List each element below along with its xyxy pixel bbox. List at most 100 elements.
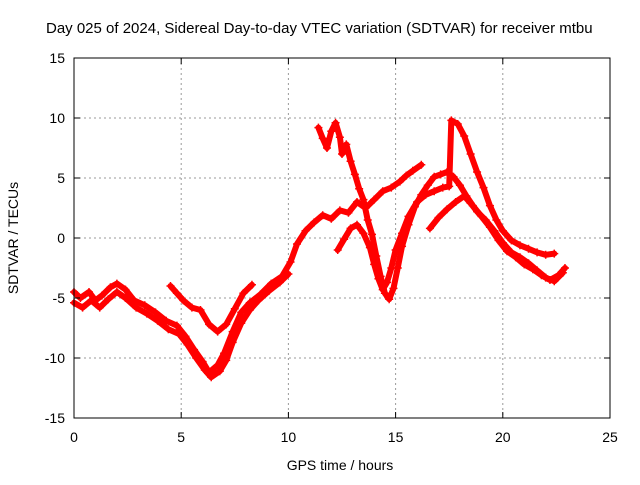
data-point-marker [350,170,359,179]
y-tick-label: 15 [49,50,65,66]
data-point-marker [374,274,383,283]
data-point-marker [97,291,106,300]
data-point-marker [175,330,184,338]
tick-layer: 0 5 10 15 20 25 -15 -10 -5 0 5 10 15 [45,50,618,445]
data-point-marker [112,279,121,288]
data-point-marker [541,273,550,282]
data-point-marker [378,285,387,294]
data-point-marker [524,259,533,268]
data-point-marker [275,278,284,287]
data-point-marker [230,304,239,313]
data-point-marker [286,258,295,266]
x-tick-label: 20 [495,429,511,445]
data-point-marker [481,216,490,224]
data-point-marker [314,123,323,132]
data-point-marker [430,187,439,196]
data-point-marker [430,172,439,181]
data-point-marker [541,250,550,259]
data-point-marker [205,320,214,329]
data-point-marker [222,356,231,365]
data-point-marker [215,367,224,376]
x-tick-label: 10 [281,429,297,445]
data-point-marker [417,160,426,169]
data-point-marker [355,184,364,193]
data-point-marker [322,144,331,152]
data-point-marker [346,224,355,233]
data-point-marker [310,218,319,227]
x-tick-label: 25 [602,429,618,445]
data-point-marker [213,327,222,336]
data-point-marker [164,325,173,334]
data-point-marker [365,243,374,252]
data-point-marker [479,183,488,192]
data-point-marker [507,248,516,257]
data-point-marker [338,150,346,158]
y-axis-label: SDTVAR / TECUs [5,182,21,294]
data-point-marker [335,206,344,215]
data-point-marker [340,235,349,244]
data-point-marker [353,198,362,206]
data-point-marker [245,306,254,314]
data-point-marker [183,340,192,349]
data-point-marker [460,192,469,200]
data-point-marker [436,170,445,179]
data-point-marker [166,282,175,290]
data-point-marker [370,260,379,269]
data-point-marker [421,190,430,199]
data-point-marker [438,183,447,192]
data-point-marker [533,266,542,275]
data-point-marker [112,288,121,296]
data-point-marker [228,338,237,347]
data-point-marker [445,182,454,191]
data-point-marker [473,207,482,216]
data-point-marker [78,303,87,312]
data-point-marker [265,286,274,295]
data-point-marker [460,132,469,140]
data-point-marker [550,249,559,258]
data-point-marker [423,181,432,190]
data-point-marker [172,321,181,330]
data-point-marker [318,211,327,220]
data-point-marker [359,229,368,238]
data-point-marker [353,220,362,229]
data-point-marker [153,316,162,325]
data-point-marker [196,306,205,314]
data-point-marker [425,224,434,233]
data-point-marker [515,241,524,250]
y-tick-label: 5 [57,170,65,186]
grid-layer [74,58,610,418]
data-point-marker [179,296,188,305]
data-point-marker [455,181,464,190]
data-point-marker [368,230,377,239]
data-point-marker [342,140,351,149]
data-point-marker [292,240,301,248]
data-point-marker [413,198,422,206]
y-tick-label: 0 [57,230,65,246]
data-point-marker [560,264,569,272]
data-point-marker [387,264,396,272]
data-point-marker [533,248,542,257]
data-point-marker [192,354,201,362]
data-point-marker [492,216,501,224]
series-track-a [71,161,425,376]
data-point-marker [222,320,231,329]
y-tick-label: -10 [45,350,65,366]
data-point-marker [404,212,413,221]
data-point-marker [333,246,342,254]
data-point-marker [515,253,524,262]
series-layer [70,116,569,382]
data-point-marker [247,280,256,289]
data-point-marker [443,205,452,214]
data-point-marker [558,268,567,277]
data-point-marker [301,226,310,235]
data-point-marker [370,195,379,204]
data-point-marker [172,289,181,298]
data-point-marker [151,308,160,317]
data-point-marker [485,201,494,210]
data-point-marker [327,214,336,223]
data-point-marker [106,283,115,292]
data-point-marker [395,177,404,186]
data-point-marker [344,208,353,217]
